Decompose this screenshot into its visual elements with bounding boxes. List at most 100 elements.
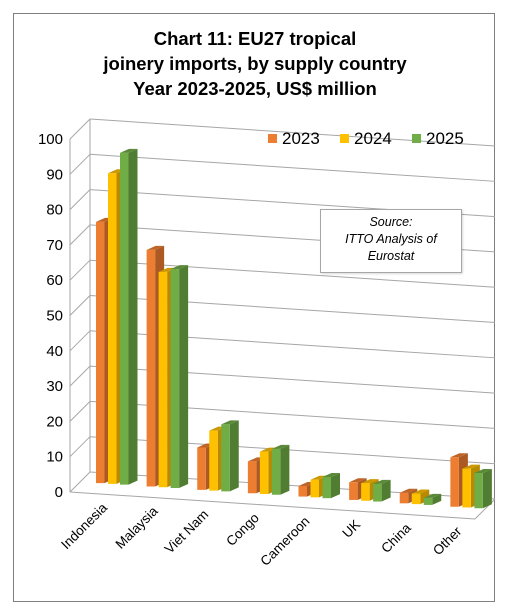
- y-tick-label: 0: [55, 484, 63, 501]
- legend-label-2024: 2024: [354, 129, 392, 148]
- bar-top-face: [120, 148, 138, 153]
- bar-side-face: [128, 148, 138, 485]
- x-tick-label: Viet Nam: [162, 507, 212, 557]
- bar-front-face: [450, 457, 459, 507]
- chart-title-line-1: Chart 11: EU27 tropical: [153, 28, 357, 49]
- y-tick-label: 100: [38, 131, 63, 148]
- x-tick-label: Other: [430, 523, 465, 558]
- bar-front-face: [349, 482, 358, 500]
- bar-indonesia-2025: [120, 148, 138, 485]
- bar-top-face: [411, 489, 430, 494]
- y-tick-label: 70: [46, 237, 63, 254]
- bar-front-face: [411, 493, 421, 505]
- side-gridline-70: [69, 224, 91, 246]
- legend-swatch-2023: [268, 134, 277, 143]
- bar-side-face: [432, 493, 442, 505]
- source-line-3: Eurostat: [367, 249, 415, 263]
- side-gridline-20: [69, 401, 91, 422]
- source-note: Source: ITTO Analysis of Eurostat: [320, 209, 462, 273]
- chart-title-line-2: joinery imports, by supply country: [103, 53, 407, 74]
- y-tick-label: 60: [46, 272, 63, 289]
- bar-front-face: [209, 430, 218, 491]
- side-gridline-100: [69, 118, 91, 140]
- bar-front-face: [399, 492, 409, 504]
- bar-front-face: [247, 461, 257, 494]
- side-gridline-30: [69, 365, 91, 387]
- bar-top-face: [462, 464, 480, 469]
- y-tick-label: 10: [46, 449, 63, 466]
- bar-front-face: [423, 497, 433, 505]
- bar-viet-nam-2025: [221, 420, 239, 492]
- bar-malaysia-2025: [170, 265, 189, 489]
- bar-top-face: [399, 488, 418, 493]
- side-gridline-10: [69, 436, 91, 458]
- bar-front-face: [120, 152, 129, 485]
- legend-swatch-2025: [412, 134, 421, 143]
- y-tick-label: 90: [46, 166, 63, 183]
- bar-top-face: [450, 453, 468, 458]
- bar-side-face: [331, 472, 340, 499]
- source-line-2: ITTO Analysis of: [345, 232, 437, 246]
- side-gridline-40: [69, 330, 91, 352]
- bar-congo-2025: [271, 444, 290, 495]
- bar-top-face: [423, 493, 442, 498]
- bar-side-face: [381, 479, 391, 502]
- bar-side-face: [179, 265, 189, 489]
- x-tick-label: UK: [339, 517, 363, 541]
- bar-front-face: [373, 483, 382, 502]
- bar-front-face: [96, 221, 105, 484]
- bar-side-face: [280, 444, 290, 495]
- floor-front-edge: [69, 491, 476, 520]
- bar-top-face: [221, 420, 239, 425]
- side-gridline-50: [69, 295, 91, 316]
- gridline-90: [89, 153, 496, 182]
- legend-label-2023: 2023: [282, 129, 320, 148]
- bar-front-face: [271, 448, 281, 495]
- y-tick-label: 30: [46, 378, 63, 395]
- bar-front-face: [310, 479, 319, 498]
- bar-top-face: [271, 444, 290, 449]
- bar-front-face: [221, 424, 230, 492]
- y-tick-label: 80: [46, 202, 63, 219]
- bar-top-face: [349, 478, 367, 483]
- bar-other-2025: [474, 469, 492, 509]
- bar-top-face: [170, 265, 189, 270]
- x-tick-label: Indonesia: [58, 500, 110, 552]
- bar-front-face: [108, 173, 117, 484]
- side-gridline-0: [69, 471, 91, 493]
- source-line-1: Source:: [369, 215, 413, 229]
- bar-front-face: [298, 485, 307, 497]
- bar-top-face: [322, 472, 340, 477]
- bar-top-face: [474, 469, 492, 474]
- side-gridline-90: [69, 153, 91, 175]
- side-gridline-60: [69, 259, 91, 281]
- y-tick-label: 20: [46, 413, 63, 430]
- x-tick-label: China: [378, 520, 414, 556]
- legend-label-2025: 2025: [426, 129, 464, 148]
- side-gridline-80: [69, 189, 91, 210]
- bar-front-face: [146, 249, 156, 487]
- bar-front-face: [462, 468, 471, 508]
- legend-swatch-2024: [340, 134, 349, 143]
- y-tick-label: 50: [46, 308, 63, 325]
- bar-side-face: [229, 420, 239, 492]
- bar-side-face: [482, 469, 492, 509]
- bar-front-face: [259, 451, 269, 494]
- x-tick-label: Congo: [223, 510, 262, 549]
- chart-title-line-3: Year 2023-2025, US$ million: [133, 78, 377, 99]
- bar-front-face: [170, 269, 180, 489]
- y-tick-label: 40: [46, 343, 63, 360]
- bar-top-face: [146, 245, 165, 250]
- bar-top-face: [361, 479, 379, 484]
- bar-front-face: [197, 447, 206, 490]
- bar-top-face: [373, 479, 391, 484]
- x-tick-label: Cameroon: [257, 514, 312, 569]
- bar-cameroon-2025: [322, 472, 340, 499]
- bar-front-face: [474, 473, 483, 509]
- bar-uk-2025: [373, 479, 391, 502]
- bar-front-face: [322, 476, 331, 499]
- gridline-100: [89, 118, 496, 147]
- x-tick-label: Malaysia: [112, 503, 161, 552]
- bar-china-2025: [423, 493, 442, 505]
